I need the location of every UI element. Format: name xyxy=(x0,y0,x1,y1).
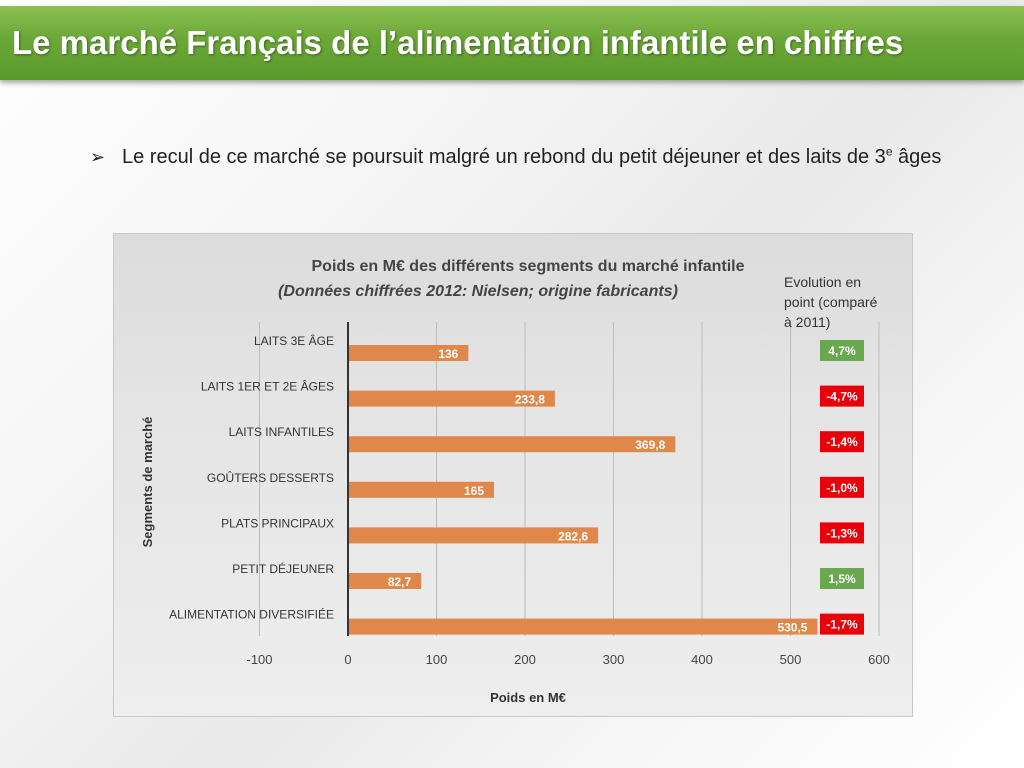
evolution-badge-1 xyxy=(820,385,864,407)
title-bar: Le marché Français de l’alimentation inf… xyxy=(0,6,1024,80)
x-tick-label-1: 0 xyxy=(344,652,351,667)
value-label-6: 530,5 xyxy=(777,621,807,635)
bullet-point: ➢ Le recul de ce marché se poursuit malg… xyxy=(88,142,948,172)
evolution-header-line-1: point (comparé xyxy=(784,294,878,310)
arrow-bullet-icon: ➢ xyxy=(90,147,106,167)
x-tick-label-2: 100 xyxy=(426,652,448,667)
value-label-0: 136 xyxy=(438,347,458,361)
evolution-label-3: -1,0% xyxy=(826,481,858,495)
x-axis-title: Poids en M€ xyxy=(490,690,566,705)
chart-subtitle: (Données chiffrées 2012: Nielsen; origin… xyxy=(278,283,678,300)
bar-4 xyxy=(349,527,599,544)
bar-0 xyxy=(349,345,469,361)
x-tick-label-0: -100 xyxy=(246,652,272,667)
evolution-label-5: 1,5% xyxy=(828,572,856,586)
bar-1 xyxy=(349,390,555,407)
category-label-6: ALIMENTATION DIVERSIFIÉE xyxy=(169,607,334,622)
bar-2 xyxy=(349,436,676,453)
value-label-1: 233,8 xyxy=(515,393,545,407)
evolution-header-line-2: à 2011) xyxy=(784,314,830,330)
slide-title: Le marché Français de l’alimentation inf… xyxy=(12,24,904,61)
x-tick-label-5: 400 xyxy=(691,652,713,667)
evolution-badge-6 xyxy=(820,613,864,635)
evolution-label-1: -4,7% xyxy=(826,390,858,404)
evolution-header-line-0: Evolution en xyxy=(784,274,861,290)
evolution-badge-0 xyxy=(820,340,864,361)
category-label-3: GOÛTERS DESSERTS xyxy=(207,470,334,485)
value-label-5: 82,7 xyxy=(388,575,412,589)
evolution-label-0: 4,7% xyxy=(828,344,856,358)
x-tick-label-4: 300 xyxy=(603,652,625,667)
evolution-badge-2 xyxy=(820,431,864,453)
x-tick-label-3: 200 xyxy=(514,652,536,667)
category-label-5: PETIT DÉJEUNER xyxy=(232,561,334,576)
bullet-text-superscript: e xyxy=(885,144,893,159)
y-axis-title: Segments de marché xyxy=(140,417,155,548)
x-tick-label-6: 500 xyxy=(780,652,802,667)
bar-3 xyxy=(349,481,495,498)
evolution-badge-5 xyxy=(820,568,864,589)
evolution-badge-3 xyxy=(820,476,864,498)
chart-panel: Poids en M€ des différents segments du m… xyxy=(113,233,913,717)
bar-6 xyxy=(349,618,818,635)
evolution-label-2: -1,4% xyxy=(826,435,858,449)
value-label-3: 165 xyxy=(464,484,484,498)
value-label-2: 369,8 xyxy=(635,438,665,452)
bar-5 xyxy=(349,573,422,589)
category-label-2: LAITS INFANTILES xyxy=(229,425,334,439)
value-label-4: 282,6 xyxy=(558,529,588,543)
x-tick-label-7: 600 xyxy=(868,652,890,667)
category-label-1: LAITS 1ER ET 2E ÂGES xyxy=(201,379,334,394)
evolution-badge-4 xyxy=(820,522,864,544)
bullet-text-main: Le recul de ce marché se poursuit malgré… xyxy=(122,146,886,168)
evolution-label-6: -1,7% xyxy=(826,618,858,632)
bar-chart: Poids en M€ des différents segments du m… xyxy=(140,258,890,705)
chart-title: Poids en M€ des différents segments du m… xyxy=(312,258,745,275)
bullet-text: Le recul de ce marché se poursuit malgré… xyxy=(122,142,948,172)
category-label-0: LAITS 3E ÂGE xyxy=(254,333,334,348)
category-label-4: PLATS PRINCIPAUX xyxy=(221,516,334,530)
evolution-label-4: -1,3% xyxy=(826,526,858,540)
bullet-text-tail: âges xyxy=(892,146,942,168)
